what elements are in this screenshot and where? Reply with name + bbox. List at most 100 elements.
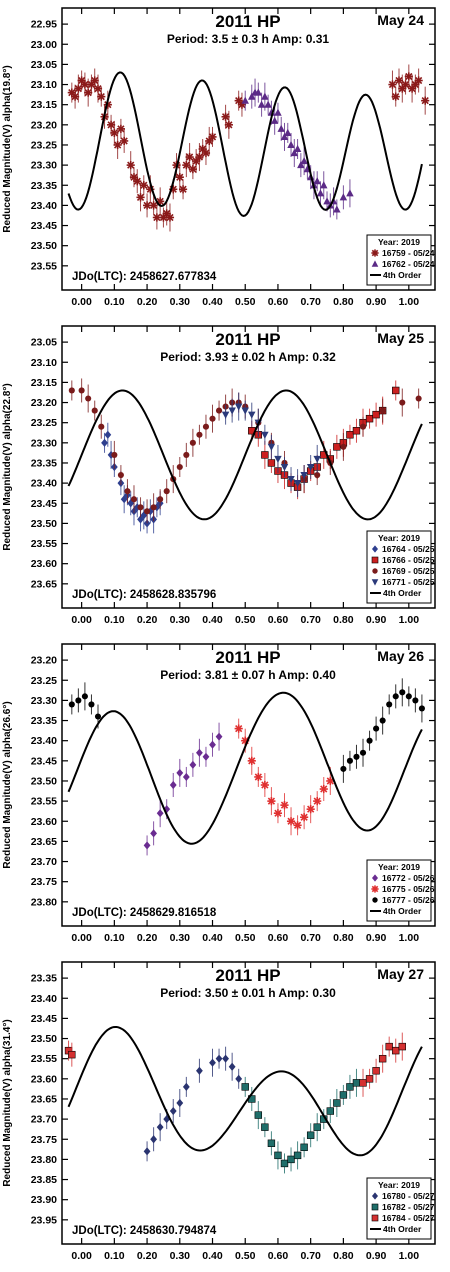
series-1 xyxy=(101,422,164,534)
series-4 xyxy=(221,392,321,498)
data-point xyxy=(414,76,423,85)
data-point xyxy=(254,1111,263,1119)
legend-entry: 16771 - 05/25 xyxy=(382,577,435,587)
legend-entry: 16764 - 05/25 xyxy=(382,544,435,554)
legend-entry: 16759 - 05/24 xyxy=(382,248,435,258)
x-tick-label: 0.40 xyxy=(202,296,223,308)
legend-year: Year: 2019 xyxy=(378,862,420,872)
data-point xyxy=(116,124,125,133)
y-tick-label: 23.70 xyxy=(31,1114,57,1126)
x-tick-label: 0.70 xyxy=(300,614,321,626)
data-point xyxy=(280,463,289,472)
data-point xyxy=(90,76,99,85)
data-point xyxy=(111,451,118,458)
date-label: May 24 xyxy=(377,12,424,28)
y-tick-label: 23.40 xyxy=(31,478,57,490)
x-tick-label: 0.30 xyxy=(170,296,191,308)
x-tick-label: 0.00 xyxy=(71,932,92,944)
data-point xyxy=(293,1151,302,1160)
series-2 xyxy=(241,78,354,220)
y-tick-label: 23.00 xyxy=(31,39,57,51)
data-point xyxy=(124,488,131,495)
x-tick-label: 1.00 xyxy=(399,1250,420,1262)
y-tick-label: 23.35 xyxy=(31,973,57,985)
legend-entry: 16777 - 05/26 xyxy=(382,895,435,905)
data-point xyxy=(178,185,188,194)
x-tick-label: 0.70 xyxy=(300,296,321,308)
y-axis-label: Reduced Magnitude(V) alpha(19.8°) xyxy=(2,65,13,232)
data-point xyxy=(202,423,210,430)
y-tick-label: 23.65 xyxy=(31,836,57,848)
data-point xyxy=(284,128,292,136)
data-point xyxy=(421,96,430,105)
y-tick-label: 23.30 xyxy=(31,437,57,449)
y-tick-label: 23.55 xyxy=(31,538,57,550)
legend-marker xyxy=(372,545,378,553)
data-point xyxy=(182,161,191,170)
y-tick-label: 23.70 xyxy=(31,856,57,868)
data-point xyxy=(378,1054,387,1063)
data-point xyxy=(306,1131,315,1139)
series-1 xyxy=(143,722,223,856)
data-point xyxy=(117,471,124,479)
y-tick-label: 23.80 xyxy=(31,896,57,908)
y-tick-label: 23.10 xyxy=(31,79,57,91)
data-point xyxy=(247,756,256,765)
y-tick-label: 23.80 xyxy=(31,1154,57,1166)
data-point xyxy=(290,148,299,157)
data-point xyxy=(386,701,393,708)
x-tick-label: 0.00 xyxy=(71,1250,92,1262)
data-point xyxy=(339,193,348,201)
legend-entry: 16762 - 05/24 xyxy=(382,259,435,269)
x-tick-label: 0.20 xyxy=(137,1250,158,1262)
y-tick-label: 23.75 xyxy=(31,876,57,888)
data-point xyxy=(392,386,400,395)
data-point xyxy=(156,809,164,818)
x-tick-label: 0.20 xyxy=(137,614,158,626)
x-tick-label: 0.60 xyxy=(268,614,289,626)
y-tick-label: 23.45 xyxy=(31,220,57,232)
data-point xyxy=(372,410,380,419)
data-point xyxy=(346,1083,354,1091)
x-tick-label: 0.30 xyxy=(170,1250,191,1262)
data-point xyxy=(68,701,75,708)
x-tick-label: 0.90 xyxy=(366,1250,387,1262)
data-point xyxy=(215,407,223,414)
data-point xyxy=(399,689,406,696)
x-tick-label: 0.80 xyxy=(333,614,354,626)
fit-curve xyxy=(67,691,423,845)
date-label: May 25 xyxy=(377,330,424,346)
y-tick-label: 22.95 xyxy=(31,19,57,31)
data-point xyxy=(340,765,347,772)
y-tick-label: 23.25 xyxy=(31,417,57,429)
legend-entry: 16784 - 05/27 xyxy=(382,1213,435,1223)
data-point xyxy=(176,768,184,777)
data-point xyxy=(418,705,425,712)
x-tick-label: 0.40 xyxy=(202,614,223,626)
data-point xyxy=(306,805,315,814)
y-tick-label: 23.55 xyxy=(31,796,57,808)
data-point xyxy=(346,757,353,764)
data-point xyxy=(209,740,216,749)
data-point xyxy=(261,451,269,459)
data-point xyxy=(182,772,190,782)
data-point xyxy=(280,132,289,140)
data-point xyxy=(84,88,93,97)
data-point xyxy=(228,1062,236,1071)
y-axis-label: Reduced Magnitude(V) alpha(26.6°) xyxy=(2,701,13,868)
x-tick-label: 0.80 xyxy=(333,296,354,308)
data-point xyxy=(339,1091,348,1099)
data-point xyxy=(176,1098,184,1108)
data-point xyxy=(241,96,249,104)
data-point xyxy=(71,92,80,101)
plot-frame xyxy=(61,7,436,291)
data-point xyxy=(404,72,413,81)
data-point xyxy=(88,701,95,708)
data-point xyxy=(150,829,158,838)
y-tick-label: 23.15 xyxy=(31,99,57,111)
jd-label: JDo(LTC): 2458630.794874 xyxy=(72,1225,217,1237)
x-tick-label: 0.70 xyxy=(300,1250,321,1262)
y-tick-label: 23.20 xyxy=(31,655,57,667)
